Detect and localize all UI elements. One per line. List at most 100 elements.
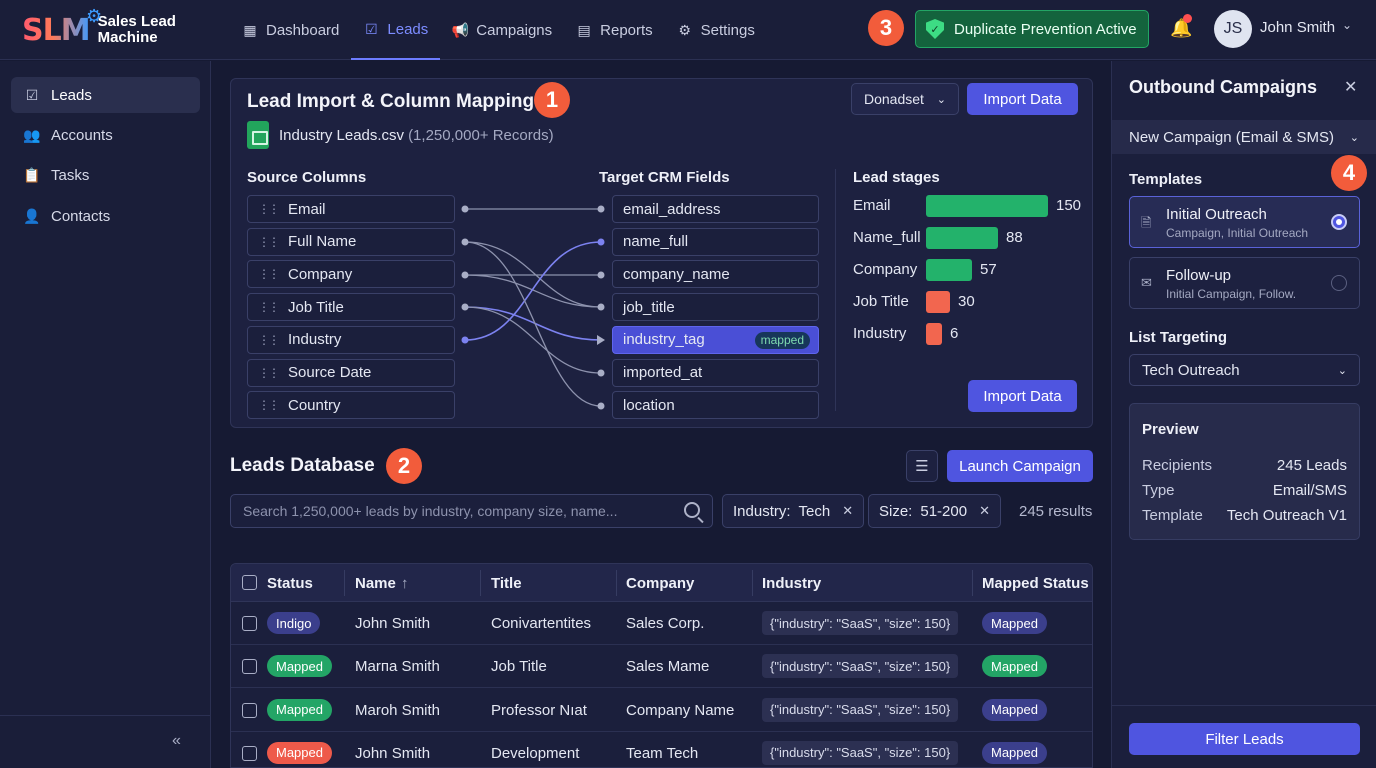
megaphone-icon: 📢	[451, 21, 469, 38]
sidebar: ☑ Leads 👥 Accounts 📋 Tasks 👤 Contacts «	[0, 61, 211, 768]
drag-handle-icon[interactable]: ⋮⋮	[258, 234, 280, 249]
lead-name[interactable]: John Smith	[355, 615, 431, 632]
sidebar-item-tasks[interactable]: 📋 Tasks	[23, 166, 90, 184]
stage-label: Job Title	[853, 293, 909, 310]
column-name[interactable]: Name	[355, 575, 396, 592]
import-data-button-bottom[interactable]: Import Data	[968, 380, 1077, 412]
bell-icon[interactable]: 🔔	[1170, 18, 1193, 38]
collapse-sidebar-icon[interactable]: «	[172, 732, 181, 749]
column-company[interactable]: Company	[626, 575, 695, 592]
table-row[interactable]: Mapped Maroh Smith Professor Nıat Company N…	[231, 689, 1092, 732]
nav-settings[interactable]: ⚙ Settings	[678, 21, 755, 39]
filter-chip-size[interactable]: Size: 51-200 ✕	[868, 494, 1001, 528]
select-all-checkbox[interactable]	[242, 575, 257, 590]
search-input[interactable]: Search 1,250,000+ leads by industry, com…	[230, 494, 713, 528]
lead-company: Company Name	[626, 701, 735, 719]
nav-dashboard[interactable]: ▦ Dashboard	[243, 21, 340, 39]
source-column[interactable]: ⋮⋮ Full Name	[247, 227, 455, 256]
import-data-button[interactable]: Import Data	[967, 83, 1078, 115]
chevron-down-icon[interactable]: ⌄	[1342, 18, 1353, 32]
source-column[interactable]: ⋮⋮ Job Title	[247, 293, 455, 322]
target-field[interactable]: email_address	[612, 195, 819, 223]
nav-campaigns[interactable]: 📢 Campaigns	[451, 21, 553, 39]
source-column[interactable]: ⋮⋮ Company	[247, 260, 455, 289]
mapped-status-badge: Mapped	[982, 698, 1047, 721]
industry-json: {"industry": "SaaS", "size": 150}	[762, 697, 959, 722]
outbound-campaigns-panel: Outbound Campaigns ✕ New Campaign (Email…	[1111, 61, 1376, 768]
drag-handle-icon[interactable]: ⋮⋮	[258, 202, 280, 216]
stage-bar	[926, 323, 942, 345]
stage-label: Company	[853, 261, 918, 278]
table-row[interactable]: Indigo John Smith Conivartentites Sales Cor…	[231, 602, 1092, 645]
template-follow-up[interactable]: ✉ Follow-up Initial Campaign, Follow.	[1129, 257, 1360, 309]
dataset-select[interactable]: Donadset ⌄	[851, 83, 959, 115]
template-initial-outreach[interactable]: 🗎 Initial Outreach Campaign, Initial Out…	[1129, 196, 1360, 248]
drag-handle-icon[interactable]: ⋮⋮	[258, 365, 280, 380]
target-field[interactable]: job_title	[612, 293, 819, 322]
target-field[interactable]: industry_tag mapped	[612, 325, 819, 354]
list-targeting-select[interactable]: Tech Outreach ⌄	[1129, 354, 1360, 386]
nav-leads[interactable]: ☑ Leads	[351, 0, 441, 60]
nav-reports[interactable]: ▤ Reports	[577, 21, 653, 39]
column-mapped-status[interactable]: Mapped Status	[982, 575, 1089, 592]
mapped-status-badge: Mapped	[982, 655, 1047, 678]
sidebar-item-leads[interactable]: ☑ Leads	[11, 77, 200, 113]
logo-gear-icon: ⚙	[86, 6, 103, 26]
launch-campaign-button[interactable]: Launch Campaign	[947, 450, 1093, 482]
avatar[interactable]: JS	[1214, 10, 1252, 48]
logo-mark: SLM	[22, 12, 91, 48]
target-field[interactable]: name_full	[612, 227, 819, 256]
status-badge: Indigo	[267, 612, 321, 634]
drag-handle-icon[interactable]: ⋮⋮	[258, 300, 280, 315]
target-field[interactable]: location	[612, 391, 819, 420]
industry-json: {"industry": "SaaS", "size": 150}	[762, 740, 959, 765]
filter-leads-button[interactable]: Filter Leads	[1129, 723, 1360, 755]
drag-handle-icon[interactable]: ⋮⋮	[258, 398, 280, 413]
filter-chip-industry[interactable]: Industry: Tech ✕	[722, 494, 865, 528]
row-checkbox[interactable]	[242, 745, 257, 761]
drag-handle-icon[interactable]: ⋮⋮	[258, 267, 280, 282]
target-field[interactable]: imported_at	[612, 358, 819, 387]
source-column[interactable]: ⋮⋮ Email	[247, 195, 455, 223]
lead-name[interactable]: Marпa Smith	[355, 658, 440, 676]
search-icon[interactable]	[684, 502, 700, 518]
mapped-status-badge: Mapped	[982, 741, 1047, 764]
lead-name[interactable]: John Smith	[355, 744, 431, 762]
template-radio[interactable]	[1331, 275, 1347, 291]
callout-badge-1: 1	[534, 82, 570, 118]
template-radio[interactable]	[1331, 214, 1347, 230]
user-name[interactable]: John Smith	[1260, 19, 1336, 36]
spreadsheet-icon	[247, 121, 269, 149]
callout-badge-3: 3	[868, 10, 904, 46]
callout-badge-2: 2	[386, 448, 422, 484]
table-row[interactable]: Mapped Marпa Smith Job Title Sales Mame {"in…	[231, 645, 1092, 689]
duplicate-prevention-badge[interactable]: ✓ Duplicate Prevention Active	[915, 10, 1149, 48]
close-icon[interactable]: ✕	[979, 503, 990, 518]
source-column[interactable]: ⋮⋮ Source Date	[247, 358, 455, 387]
new-campaign-select[interactable]: New Campaign (Email & SMS) ⌄	[1112, 120, 1376, 154]
stage-bar	[926, 291, 950, 313]
table-row[interactable]: Mapped John Smith Development Team Tech {"in…	[231, 732, 1092, 767]
report-icon: ▤	[577, 21, 591, 38]
app-logo[interactable]: SLM ⚙ Sales Lead Machine	[22, 6, 176, 52]
source-column[interactable]: ⋮⋮ Country	[247, 391, 455, 420]
sidebar-item-accounts[interactable]: 👥 Accounts	[23, 126, 113, 144]
column-title[interactable]: Title	[491, 575, 522, 592]
close-icon[interactable]: ✕	[1344, 79, 1358, 96]
lead-title: Development	[491, 744, 580, 762]
column-status[interactable]: Status	[267, 575, 313, 592]
sort-ascending-icon[interactable]: ↑	[401, 575, 409, 592]
lead-name[interactable]: Maroh Smith	[355, 701, 441, 719]
column-industry[interactable]: Industry	[762, 575, 822, 592]
table-header: Status Name ↑ Title Company Industry Map…	[231, 564, 1092, 602]
row-checkbox[interactable]	[242, 659, 257, 675]
row-checkbox[interactable]	[242, 702, 257, 718]
source-column[interactable]: ⋮⋮ Industry	[247, 325, 455, 354]
stage-value: 57	[980, 261, 997, 278]
close-icon[interactable]: ✕	[842, 503, 854, 518]
drag-handle-icon[interactable]: ⋮⋮	[258, 332, 280, 347]
filter-icon[interactable]: ☰	[906, 450, 938, 482]
row-checkbox[interactable]	[242, 616, 257, 631]
target-field[interactable]: company_name	[612, 260, 819, 289]
sidebar-item-contacts[interactable]: 👤 Contacts	[23, 207, 111, 225]
